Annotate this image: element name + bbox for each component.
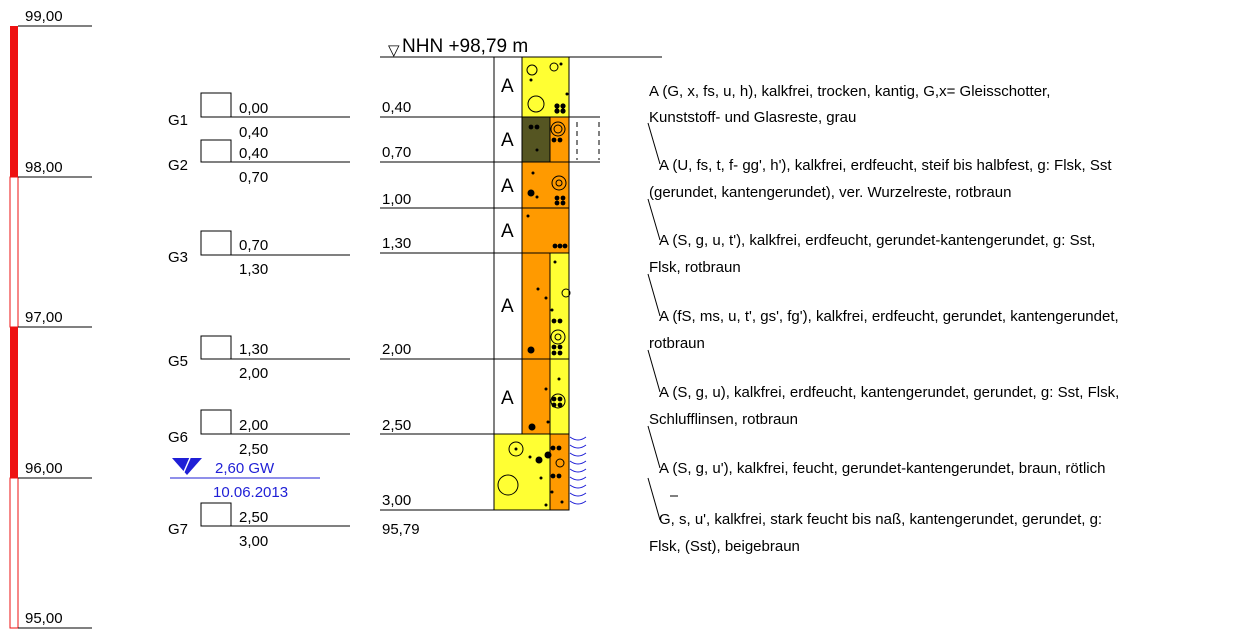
layer-depth: 0,70 xyxy=(382,144,411,161)
sample-name: G2 xyxy=(168,157,188,174)
end-elevation: 95,79 xyxy=(382,521,420,538)
layer-code: A xyxy=(501,388,514,409)
scale-label: 98,00 xyxy=(25,159,63,176)
layer-code: A xyxy=(501,176,514,197)
layer-description: Flsk, rotbraun xyxy=(649,259,741,276)
groundwater-depth: 2,60 GW xyxy=(215,460,275,477)
scale-segment-white xyxy=(9,477,19,629)
layer-description: Kunststoff- und Glasreste, grau xyxy=(649,109,856,126)
layer-code: A xyxy=(501,221,514,242)
water-wave-icon xyxy=(569,436,587,505)
layer-descriptions: A (G, x, fs, u, h), kalkfrei, trocken, k… xyxy=(647,83,1119,555)
groundwater-marker: 2,60 GW 10.06.2013 xyxy=(170,457,320,501)
layer-depth: 0,40 xyxy=(382,99,411,116)
reference-elevation: NHN +98,79 m xyxy=(402,36,528,57)
layer-depth: 2,50 xyxy=(382,417,411,434)
groundwater-date: 10.06.2013 xyxy=(213,484,288,501)
scale-segment-red xyxy=(10,26,18,177)
borehole-column: A A A A xyxy=(493,56,600,511)
sample-name: G7 xyxy=(168,521,188,538)
layer-description: Flsk, (Sst), beigebraun xyxy=(649,538,800,555)
layer-code: A xyxy=(501,76,514,97)
scale-segment-white xyxy=(9,176,19,328)
layer-description: A (S, g, u, t'), kalkfrei, erdfeucht, ge… xyxy=(659,232,1095,249)
layer-description: A (S, g, u), kalkfrei, erdfeucht, kanten… xyxy=(659,384,1119,401)
scale-label: 99,00 xyxy=(25,8,63,25)
sample-name: G3 xyxy=(168,249,188,266)
layer-description: A (fS, ms, u, t', gs', fg'), kalkfrei, e… xyxy=(659,308,1119,325)
scale-label: 96,00 xyxy=(25,460,63,477)
layer-depth: 1,00 xyxy=(382,191,411,208)
layer-depth: 3,00 xyxy=(382,492,411,509)
sample-bottom: 0,40 xyxy=(239,124,268,141)
layer-code: A xyxy=(501,296,514,317)
samples-column: G1 0,00 0,40 G2 0,40 0,70 G3 0,70 1,30 G… xyxy=(168,92,350,550)
sample-bottom: 2,50 xyxy=(239,441,268,458)
layer-description: A (S, g, u'), kalkfrei, feucht, gerundet… xyxy=(659,460,1105,477)
layer-depths: ▽ NHN +98,79 m 0,40 0,70 1,00 1,30 2,00 … xyxy=(380,36,662,538)
sample-top: 1,30 xyxy=(239,341,268,358)
layer-description: G, s, u', kalkfrei, stark feucht bis naß… xyxy=(659,511,1102,528)
sample-top: 0,40 xyxy=(239,145,268,162)
scale-label: 95,00 xyxy=(25,610,63,627)
layer-depth: 1,30 xyxy=(382,235,411,252)
layer-depth: 2,00 xyxy=(382,341,411,358)
nhn-triangle-icon: ▽ xyxy=(388,42,400,59)
sample-top: 0,00 xyxy=(239,100,268,117)
sample-top: 0,70 xyxy=(239,237,268,254)
layer-description: A (U, fs, t, f- gg', h'), kalkfrei, erdf… xyxy=(659,157,1112,174)
sample-bottom: 3,00 xyxy=(239,533,268,550)
layer-description: rotbraun xyxy=(649,335,705,352)
sample-name: G1 xyxy=(168,112,188,129)
layer-code: A xyxy=(501,130,514,151)
scale-label: 97,00 xyxy=(25,309,63,326)
sample-bottom: 2,00 xyxy=(239,365,268,382)
layer-description: A (G, x, fs, u, h), kalkfrei, trocken, k… xyxy=(649,83,1050,100)
sample-bottom: 0,70 xyxy=(239,169,268,186)
scale-segment-red xyxy=(10,327,18,478)
sample-top: 2,50 xyxy=(239,509,268,526)
sample-name: G5 xyxy=(168,353,188,370)
elevation-scale: 99,00 98,00 97,00 96,00 95,00 xyxy=(9,8,92,629)
sample-bottom: 1,30 xyxy=(239,261,268,278)
layer-description: Schlufflinsen, rotbraun xyxy=(649,411,798,428)
layer-description: (gerundet, kantengerundet), ver. Wurzelr… xyxy=(649,184,1011,201)
sample-top: 2,00 xyxy=(239,417,268,434)
sample-name: G6 xyxy=(168,429,188,446)
